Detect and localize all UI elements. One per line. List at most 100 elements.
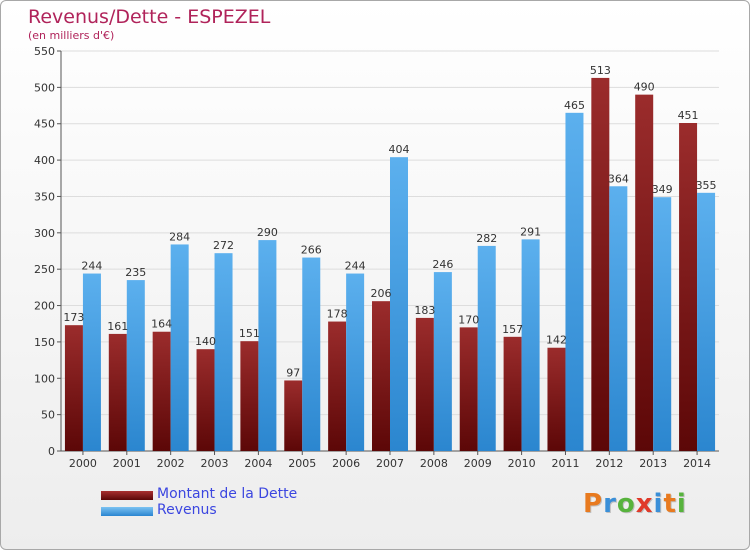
x-tick-label: 2006	[332, 457, 360, 470]
bar-dette	[547, 347, 566, 451]
legend-swatch-revenus	[101, 507, 153, 516]
chart-subtitle: (en milliers d'€)	[28, 29, 115, 42]
data-label-dette: 173	[63, 311, 84, 324]
data-label-dette: 142	[546, 334, 567, 347]
logo-letter: r	[603, 489, 617, 519]
x-tick-label: 2012	[595, 457, 623, 470]
bar-dette	[372, 301, 390, 451]
chart-title: Revenus/Dette - ESPEZEL	[28, 6, 271, 28]
y-tick-label: 50	[41, 409, 55, 422]
data-label-dette: 151	[239, 327, 260, 340]
legend-label-dette: Montant de la Dette	[157, 486, 298, 502]
data-label-revenus: 290	[257, 226, 278, 239]
data-label-dette: 513	[590, 64, 611, 77]
data-label-dette: 97	[286, 366, 300, 379]
bar-revenus	[214, 253, 233, 451]
bar-revenus	[170, 244, 189, 451]
data-label-revenus: 364	[608, 172, 629, 185]
x-tick-label: 2000	[69, 457, 97, 470]
logo-letter: t	[663, 489, 677, 519]
bar-revenus	[82, 273, 101, 451]
x-tick-label: 2009	[464, 457, 492, 470]
y-tick-label: 200	[34, 300, 55, 313]
x-tick-label: 2005	[288, 457, 316, 470]
data-label-revenus: 349	[652, 183, 673, 196]
y-tick-label: 300	[34, 227, 55, 240]
data-label-revenus: 404	[389, 143, 410, 156]
bar-dette	[635, 94, 654, 452]
bar-dette	[328, 321, 347, 451]
bar-revenus	[477, 245, 496, 451]
logo-letter: P	[583, 489, 604, 519]
data-label-dette: 157	[502, 323, 523, 336]
y-tick-label: 350	[34, 190, 55, 203]
y-tick-label: 550	[34, 45, 55, 58]
bar-revenus	[390, 157, 408, 451]
data-label-revenus: 284	[169, 230, 190, 243]
bar-revenus	[521, 239, 540, 451]
bar-revenus	[346, 273, 365, 451]
bar-dette	[196, 349, 215, 451]
data-label-revenus: 246	[432, 258, 453, 271]
data-label-dette: 161	[107, 320, 128, 333]
logo-letter: i	[653, 489, 664, 519]
bar-revenus	[258, 240, 277, 451]
data-label-revenus: 291	[520, 225, 541, 238]
data-label-dette: 140	[195, 335, 216, 348]
bar-revenus	[126, 280, 145, 451]
x-tick-label: 2002	[157, 457, 185, 470]
bar-revenus	[433, 272, 452, 451]
data-label-revenus: 244	[345, 260, 366, 273]
x-tick-label: 2008	[420, 457, 448, 470]
x-tick-label: 2011	[551, 457, 579, 470]
y-tick-label: 400	[34, 154, 55, 167]
bar-dette	[459, 327, 478, 451]
bar-dette	[284, 380, 303, 451]
data-label-dette: 164	[151, 318, 172, 331]
data-label-revenus: 355	[696, 179, 717, 192]
x-tick-label: 2003	[201, 457, 229, 470]
bar-dette	[64, 325, 83, 451]
bar-revenus	[302, 257, 321, 451]
proxiti-logo: Proxiti	[583, 489, 687, 519]
y-tick-label: 150	[34, 336, 55, 349]
x-tick-label: 2001	[113, 457, 141, 470]
y-tick-label: 450	[34, 118, 55, 131]
data-label-revenus: 266	[301, 244, 322, 257]
bar-revenus	[609, 186, 628, 452]
data-label-dette: 183	[414, 304, 435, 317]
bar-revenus	[653, 197, 672, 451]
y-tick-label: 250	[34, 263, 55, 276]
bar-revenus	[565, 112, 584, 452]
data-label-revenus: 272	[213, 239, 234, 252]
bar-dette	[240, 341, 259, 451]
data-label-dette: 178	[327, 308, 348, 321]
data-label-dette: 206	[371, 287, 392, 300]
legend-label-revenus: Revenus	[157, 502, 217, 518]
logo-letter: o	[616, 489, 636, 519]
bar-dette	[503, 336, 522, 451]
logo-letter: i	[676, 489, 687, 519]
data-label-dette: 451	[678, 109, 699, 122]
x-tick-label: 2004	[244, 457, 272, 470]
logo-letter: x	[635, 489, 654, 519]
y-tick-label: 100	[34, 372, 55, 385]
data-label-revenus: 235	[125, 266, 146, 279]
x-tick-label: 2007	[376, 457, 404, 470]
data-label-revenus: 465	[564, 99, 585, 112]
y-tick-label: 0	[48, 445, 55, 458]
data-label-dette: 170	[458, 313, 479, 326]
bar-dette	[108, 333, 127, 451]
data-label-dette: 490	[634, 81, 655, 94]
bar-revenus	[697, 192, 716, 451]
data-label-revenus: 282	[476, 232, 497, 245]
bar-dette	[679, 123, 698, 451]
x-tick-label: 2010	[508, 457, 536, 470]
bar-dette	[591, 77, 610, 451]
legend-swatch-dette	[101, 491, 153, 500]
bar-dette	[415, 317, 434, 451]
x-tick-label: 2013	[639, 457, 667, 470]
bar-dette	[152, 331, 171, 451]
